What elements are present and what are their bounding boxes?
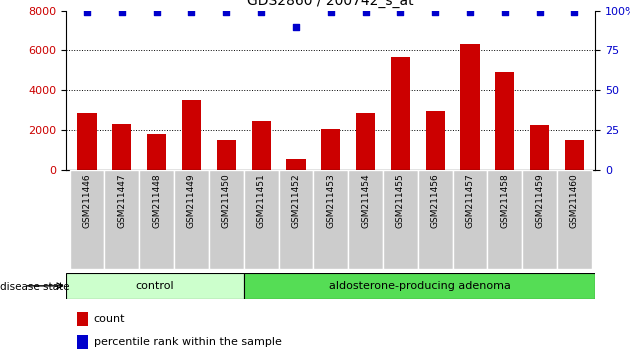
Bar [66,273,244,299]
Bar [182,100,201,170]
Text: GSM211448: GSM211448 [152,173,161,228]
Bar [356,113,375,170]
Point [117,9,127,15]
Text: GSM211450: GSM211450 [222,173,231,228]
Bar [251,121,271,170]
Bar [488,170,522,269]
Point [570,9,580,15]
Title: GDS2860 / 200742_s_at: GDS2860 / 200742_s_at [248,0,414,8]
Bar [287,159,306,170]
Point [360,9,370,15]
Text: GSM211459: GSM211459 [535,173,544,228]
Bar [112,124,132,170]
Point [326,9,336,15]
Text: GSM211453: GSM211453 [326,173,335,228]
Bar [70,170,105,269]
Text: GSM211449: GSM211449 [187,173,196,228]
Text: GSM211458: GSM211458 [500,173,509,228]
Bar [557,170,592,269]
Text: aldosterone-producing adenoma: aldosterone-producing adenoma [329,281,510,291]
Bar [530,125,549,170]
Bar [321,129,340,170]
Point [152,9,162,15]
Bar [522,170,557,269]
Bar [209,170,244,269]
Bar [77,113,96,170]
Text: percentile rank within the sample: percentile rank within the sample [94,337,282,347]
Point [396,9,406,15]
Bar [452,170,488,269]
Bar [348,170,383,269]
Bar [244,273,595,299]
Point [291,24,301,29]
Point [256,9,266,15]
Point [221,9,231,15]
Text: disease state: disease state [0,282,69,292]
Point [500,9,510,15]
Bar [105,170,139,269]
Bar [244,170,278,269]
Text: control: control [135,281,175,291]
Bar [418,170,452,269]
Text: GSM211455: GSM211455 [396,173,405,228]
Point [82,9,92,15]
Text: GSM211452: GSM211452 [292,173,301,228]
Text: count: count [94,314,125,324]
Text: GSM211447: GSM211447 [117,173,127,228]
Bar [391,57,410,170]
Bar [383,170,418,269]
Point [535,9,545,15]
Point [430,9,440,15]
Bar [174,170,209,269]
Text: GSM211456: GSM211456 [431,173,440,228]
Text: GSM211451: GSM211451 [256,173,266,228]
Text: GSM211457: GSM211457 [466,173,474,228]
Bar [495,72,515,170]
Bar [278,170,313,269]
Bar [139,170,174,269]
Bar [313,170,348,269]
Text: GSM211454: GSM211454 [361,173,370,228]
Bar [77,335,88,349]
Text: GSM211460: GSM211460 [570,173,579,228]
Bar [565,140,584,170]
Bar [147,134,166,170]
Text: GSM211446: GSM211446 [83,173,91,228]
Bar [217,140,236,170]
Bar [461,45,479,170]
Bar [77,312,88,326]
Point [186,9,197,15]
Point [465,9,475,15]
Bar [426,111,445,170]
